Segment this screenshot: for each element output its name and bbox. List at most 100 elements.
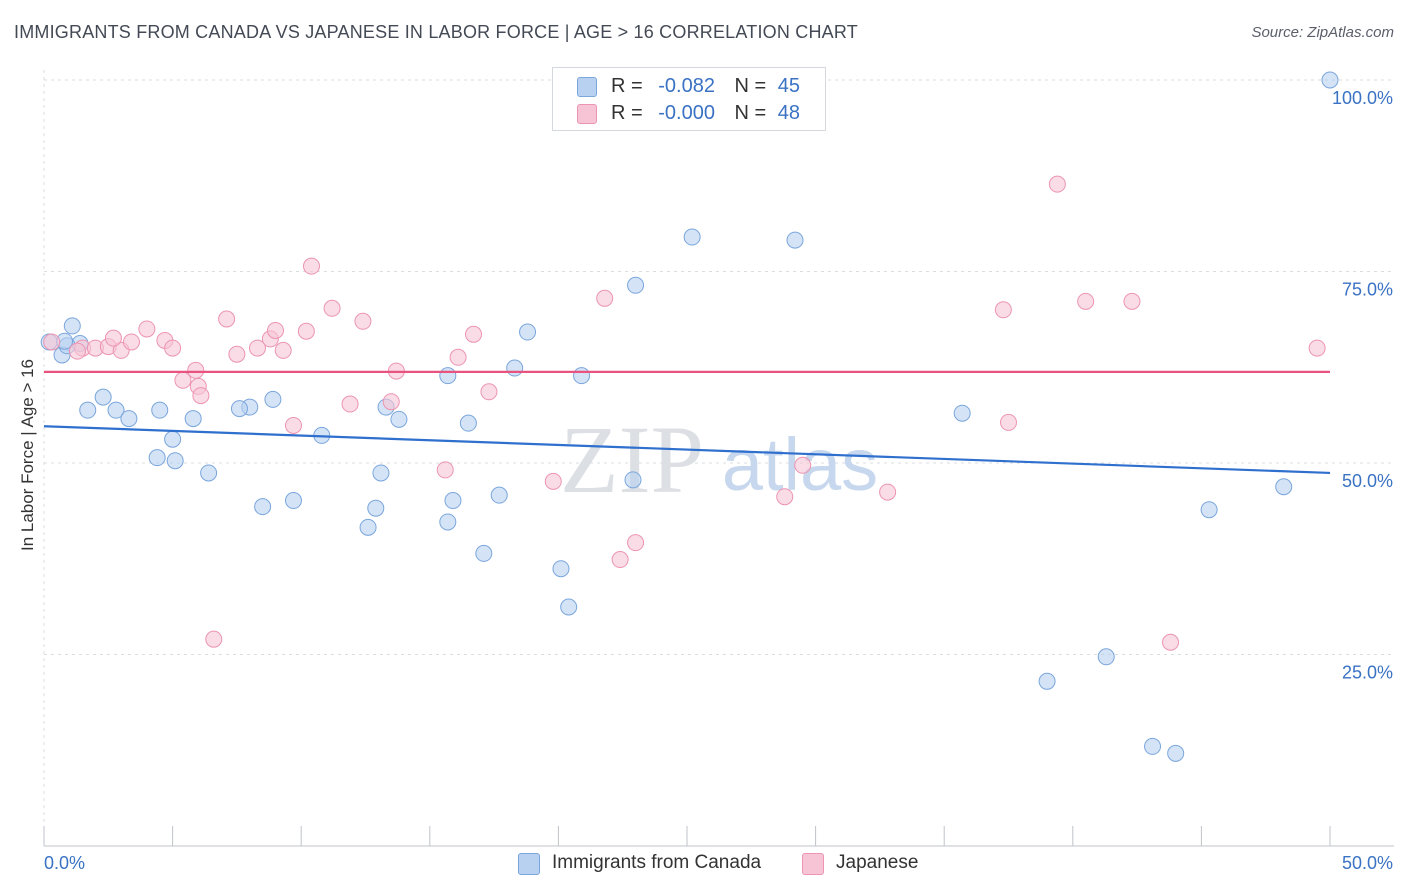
point-japanese-2 bbox=[68, 342, 86, 360]
point-japanese-46 bbox=[1162, 633, 1180, 651]
point-japanese-41 bbox=[1077, 292, 1095, 310]
stats-legend: R = -0.082 N = 45 R = -0.000 N = 48 bbox=[552, 67, 826, 131]
point-japanese-14 bbox=[192, 387, 210, 405]
watermark-zip: ZIP bbox=[560, 406, 704, 513]
legend-r-label: R = bbox=[611, 75, 643, 97]
point-japanese-45 bbox=[1048, 175, 1066, 193]
point-japanese-10 bbox=[164, 339, 182, 357]
point-canada-36 bbox=[560, 598, 578, 616]
point-canada-23 bbox=[359, 518, 377, 536]
legend-n-value-japanese: 48 bbox=[777, 102, 801, 124]
source-credit: Source: ZipAtlas.com bbox=[1251, 24, 1394, 41]
point-canada-37 bbox=[573, 367, 591, 385]
point-japanese-44 bbox=[1308, 339, 1326, 357]
chart-title: IMMIGRANTS FROM CANADA VS JAPANESE IN LA… bbox=[14, 22, 858, 42]
legend-r-label: R = bbox=[611, 102, 643, 124]
point-canada-32 bbox=[506, 359, 524, 377]
point-canada-45 bbox=[1200, 501, 1218, 519]
point-canada-11 bbox=[164, 430, 182, 448]
point-canada-20 bbox=[254, 498, 272, 516]
point-japanese-26 bbox=[341, 395, 359, 413]
x-tick-label-end: 50.0% bbox=[1342, 853, 1393, 873]
point-canada-47 bbox=[1275, 478, 1293, 496]
y-tick-label-50: 50.0% bbox=[1342, 471, 1393, 491]
point-japanese-40 bbox=[1000, 413, 1017, 431]
point-canada-22 bbox=[367, 499, 385, 517]
series-japanese-points bbox=[43, 175, 1326, 651]
tick-labels: 25.0% 50.0% 75.0% 100.0% 0.0% 50.0% bbox=[44, 88, 1393, 873]
point-canada-42 bbox=[1038, 672, 1056, 690]
point-canada-44 bbox=[1167, 744, 1185, 762]
point-japanese-33 bbox=[544, 472, 562, 490]
point-canada-15 bbox=[200, 464, 218, 482]
point-canada-31 bbox=[519, 323, 537, 341]
point-canada-38 bbox=[624, 471, 642, 489]
point-canada-18 bbox=[230, 400, 248, 418]
point-japanese-42 bbox=[994, 301, 1012, 319]
legend-swatch-japanese bbox=[577, 104, 597, 124]
point-japanese-39 bbox=[879, 483, 897, 501]
point-canada-26 bbox=[372, 464, 390, 482]
point-japanese-47 bbox=[205, 630, 223, 648]
legend-n-label: N = bbox=[734, 102, 767, 124]
point-canada-46 bbox=[953, 404, 971, 422]
point-canada-49 bbox=[1321, 71, 1339, 89]
point-canada-43 bbox=[1144, 737, 1162, 755]
point-japanese-7 bbox=[122, 333, 140, 351]
point-canada-25 bbox=[390, 410, 408, 428]
point-canada-9 bbox=[120, 410, 138, 428]
point-japanese-35 bbox=[627, 534, 645, 552]
point-japanese-6 bbox=[104, 329, 122, 347]
point-canada-14 bbox=[166, 452, 184, 470]
bottom-legend-swatch-japanese bbox=[802, 853, 824, 875]
point-japanese-17 bbox=[248, 339, 266, 357]
legend-swatch-canada bbox=[577, 77, 597, 97]
point-japanese-29 bbox=[436, 461, 454, 479]
y-tick-label-100: 100.0% bbox=[1332, 88, 1393, 108]
point-canada-27 bbox=[439, 513, 457, 531]
point-japanese-23 bbox=[323, 299, 341, 317]
trend-lines bbox=[43, 370, 1331, 475]
legend-n-value-canada: 45 bbox=[777, 75, 801, 97]
legend-r-value-canada: -0.082 bbox=[658, 75, 715, 97]
bottom-legend-swatch-canada bbox=[518, 853, 540, 875]
point-japanese-34 bbox=[596, 289, 614, 307]
point-canada-2 bbox=[94, 388, 112, 406]
point-japanese-31 bbox=[465, 325, 483, 343]
point-canada-41 bbox=[786, 231, 804, 249]
point-canada-29 bbox=[439, 367, 457, 385]
point-canada-17 bbox=[264, 390, 282, 408]
point-canada-30 bbox=[459, 414, 477, 432]
point-japanese-0 bbox=[43, 333, 61, 351]
point-canada-8 bbox=[107, 401, 125, 419]
point-japanese-21 bbox=[297, 322, 315, 340]
point-japanese-43 bbox=[1123, 292, 1141, 310]
point-japanese-30 bbox=[449, 348, 467, 366]
bottom-legend-label-canada: Immigrants from Canada bbox=[552, 852, 762, 873]
y-tick-label-25: 25.0% bbox=[1342, 663, 1393, 683]
point-japanese-36 bbox=[611, 551, 629, 569]
point-canada-48 bbox=[1097, 648, 1115, 666]
point-japanese-20 bbox=[274, 341, 292, 359]
point-japanese-12 bbox=[187, 361, 205, 379]
watermark: ZIP atlas bbox=[560, 406, 878, 513]
x-tick-label-start: 0.0% bbox=[44, 853, 85, 873]
point-japanese-37 bbox=[776, 488, 794, 506]
point-japanese-38 bbox=[794, 456, 812, 474]
axis-layer bbox=[43, 826, 1394, 847]
point-japanese-27 bbox=[382, 393, 400, 411]
point-canada-13 bbox=[184, 410, 202, 428]
point-canada-10 bbox=[151, 401, 169, 419]
bottom-legend-label-japanese: Japanese bbox=[836, 852, 919, 873]
point-canada-21 bbox=[284, 492, 302, 510]
point-japanese-25 bbox=[284, 416, 302, 434]
point-japanese-24 bbox=[354, 312, 372, 330]
point-canada-39 bbox=[627, 276, 645, 294]
point-japanese-16 bbox=[228, 345, 246, 363]
legend-n-label: N = bbox=[734, 75, 767, 97]
point-japanese-32 bbox=[480, 383, 498, 401]
grid-layer bbox=[43, 70, 1394, 846]
trendline-canada bbox=[43, 425, 1331, 475]
point-canada-5 bbox=[63, 317, 81, 335]
